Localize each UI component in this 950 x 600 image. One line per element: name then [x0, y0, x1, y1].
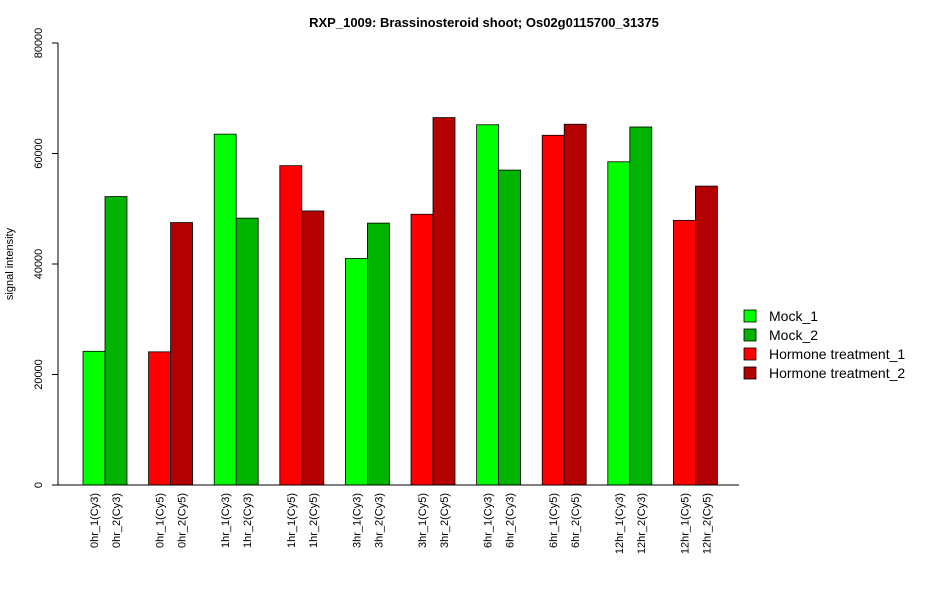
y-axis-label: signal intensity [4, 227, 16, 300]
bar [279, 165, 303, 486]
bar [629, 126, 653, 486]
x-tick-label: 1hr_1(Cy5) [286, 493, 298, 548]
bar [541, 134, 565, 486]
y-tick-label: 0 [33, 482, 45, 488]
legend-label: Hormone treatment_2 [769, 365, 905, 381]
y-tick-label: 60000 [33, 138, 45, 169]
bar [104, 196, 128, 486]
bar [82, 350, 106, 486]
x-tick-label: 3hr_2(Cy5) [439, 493, 451, 548]
x-tick-label: 12hr_2(Cy3) [636, 493, 648, 554]
legend-swatch [743, 309, 757, 323]
legend-label: Mock_2 [769, 327, 818, 343]
x-tick-label: 6hr_1(Cy5) [548, 493, 560, 548]
legend-label: Hormone treatment_1 [769, 346, 905, 362]
bar [432, 117, 456, 486]
x-tick-label: 0hr_1(Cy3) [89, 493, 101, 548]
x-tick-label: 6hr_2(Cy3) [505, 493, 517, 548]
x-tick-label: 0hr_2(Cy3) [111, 493, 123, 548]
y-tick-label: 80000 [33, 28, 45, 59]
bar [344, 258, 368, 486]
bar [366, 222, 390, 486]
bar [607, 161, 631, 486]
x-tick-label: 6hr_2(Cy5) [570, 493, 582, 548]
legend-swatch [743, 328, 757, 342]
bar [170, 222, 194, 486]
x-tick-label: 0hr_1(Cy5) [155, 493, 167, 548]
bar [476, 124, 500, 486]
legend-label: Mock_1 [769, 308, 818, 324]
bars [82, 117, 718, 486]
x-tick-label: 0hr_2(Cy5) [177, 493, 189, 548]
x-tick-label: 3hr_2(Cy3) [373, 493, 385, 548]
legend-swatch [743, 347, 757, 361]
x-tick-label: 12hr_1(Cy5) [679, 493, 691, 554]
x-tick-label: 1hr_1(Cy3) [220, 493, 232, 548]
bar [235, 217, 259, 486]
x-tick-label: 1hr_2(Cy5) [308, 493, 320, 548]
x-tick-label: 1hr_2(Cy3) [242, 493, 254, 548]
bar [673, 219, 696, 486]
y-tick-label: 20000 [33, 359, 45, 390]
bar [148, 351, 172, 486]
x-tick-label: 3hr_1(Cy3) [351, 493, 363, 548]
x-tick-label: 12hr_2(Cy5) [701, 493, 713, 554]
chart-title: RXP_1009: Brassinosteroid shoot; Os02g01… [309, 15, 659, 30]
bar [563, 123, 587, 486]
y-axis: 0 20000 40000 60000 80000 [33, 28, 59, 488]
bar [213, 133, 237, 486]
bar [695, 185, 718, 486]
x-tick-label: 12hr_1(Cy3) [614, 493, 626, 554]
y-tick-label: 40000 [33, 249, 45, 280]
x-tick-label: 3hr_1(Cy5) [417, 493, 429, 548]
bar [498, 169, 522, 486]
x-tick-label: 6hr_1(Cy3) [483, 493, 495, 548]
legend-swatch [743, 366, 757, 380]
bar [301, 210, 325, 486]
bar [410, 213, 434, 486]
x-tick-labels: 0hr_1(Cy3) 0hr_2(Cy3) 0hr_1(Cy5) 0hr_2(Cy5)… [89, 493, 713, 554]
legend: Mock_1 Mock_2 Hormone treatment_1 Hormone t… [743, 308, 905, 381]
